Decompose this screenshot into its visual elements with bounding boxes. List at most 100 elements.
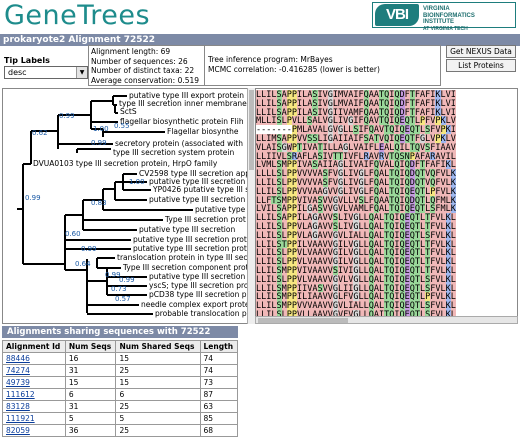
num-seqs-cell: 16 [64,352,117,365]
tree-leaf-label[interactable]: type III secretion inner membrane p [119,99,254,108]
alignment-row: LLILSAPPILASIVGIIVAMFQAATQIQDFTFAFIKLVI [256,107,456,118]
length-cell: 74 [199,364,239,377]
alignment-row: LLILSLPPVLAGAVVGVLIALLQALTQIQEQTLSFVLKL [256,230,456,241]
alignment-link[interactable]: 111921 [6,414,35,423]
num-seqs-cell: 31 [64,400,117,413]
alignment-horizontal-scrollbar[interactable] [255,316,518,324]
table-row: 49739 15 15 73 [2,376,239,389]
num-shared-cell: 25 [115,424,201,437]
alignment-row: LLILSAPPILASIVGIMVAIFQAATQIQDFTFAFIKLVI [256,90,456,100]
vbi-logo-mark: VBI [375,4,419,26]
table-row: 83128 31 25 63 [2,400,239,413]
app-logo[interactable]: GeneTrees [4,0,151,31]
length-cell: 68 [199,424,239,437]
tree-branch-support-label: 0.99 [81,245,97,253]
tree-leaf-label[interactable]: putative type III secretion prot [133,235,247,244]
list-proteins-button[interactable]: List Proteins [446,59,516,72]
table-row: 111612 6 6 87 [2,388,239,401]
tree-branch-support-label: 0.99 [119,276,135,284]
col-num-seqs[interactable]: Num Seqs [64,340,117,353]
tree-branch-support-label: 0.83 [91,199,107,207]
alignment-row: LLILSLPPVLVAAVVGVLVGLLQALTQIQEQTLSFVLKL [256,274,456,285]
tree-branch-support-label: 1.00 [93,125,109,133]
col-num-shared-seqs[interactable]: Num Shared Seqs [115,340,201,353]
vbi-logo-text: VIRGINIA BIOINFORMATICS INSTITUTE AT VIR… [423,6,475,32]
tree-panel[interactable]: putative type III export protein type III… [2,88,255,324]
tree-leaf-label[interactable]: YP0426 putative type III se [153,185,254,194]
alignment-row: MLLISLPVLLSALVGLIVGIFQAVTQIQEQTLPFVPKLV [256,116,456,127]
get-nexus-button[interactable]: Get NEXUS Data [446,45,516,58]
num-seqs-cell: 15 [64,376,117,389]
num-shared-cell: 15 [115,376,201,389]
tree-leaf-label[interactable]: putative type III secre [195,205,254,214]
alignment-link[interactable]: 88446 [6,354,30,363]
num-shared-cell: 5 [115,412,201,425]
alignment-link[interactable]: 82059 [6,426,30,435]
alignment-row: LVMLSMPPIVASAIIAGLIVAIFQVALQIQDFTFAFIKL [256,160,456,171]
tree-leaf-label[interactable]: DVUA0103 type III secretion protein, Hrp… [33,159,218,168]
num-shared-cell: 25 [115,364,201,377]
tree-leaf-label[interactable]: needle complex export protein [141,300,255,309]
alignment-row: LLILSMPPVVVAAVVGVLIALLQALTQIQEQTLSFVLKL [256,301,456,312]
alignment-row: LLILSLPPVLVAAVVGILVGLLQALTQIQEQTLTFVLKL [256,257,456,268]
length-cell: 85 [199,412,239,425]
num-shared-cell: 6 [115,388,201,401]
alignment-link[interactable]: 74274 [6,366,30,375]
col-length[interactable]: Length [199,340,239,353]
tree-leaf-label[interactable]: pCD38 type III secretion prot [149,290,255,299]
alignment-row: LLILSLPPVLAGAVVSLIVGLLQALTQIQEQTLTFVLKL [256,222,456,232]
tree-leaf-label[interactable]: Type III secretion component prot [123,263,249,272]
alignment-row: LLILSLPPVVVVASFVGLIVGLFQALTQIQDQTVQFVLK [256,178,456,188]
tree-leaf-label[interactable]: putative type III export protein [129,91,245,100]
table-row: 74274 31 25 74 [2,364,239,377]
chevron-down-icon[interactable]: ▼ [76,67,87,78]
tree-leaf-label[interactable]: Flagellar biosynthe [167,127,239,136]
tree-vertical-scrollbar[interactable] [247,88,255,324]
shared-alignments-title: Alignments sharing sequences with 72522 [2,326,238,338]
tree-branch-support-label: 0.99 [25,194,41,202]
tree-leaf-label[interactable]: type III secretion system protein [113,148,235,157]
tree-leaf-label[interactable]: CV2598 type III secretion app [139,169,251,178]
alignment-link[interactable]: 83128 [6,402,30,411]
tip-labels-control: Tip Labels desc ▼ [4,56,88,79]
tree-leaf-label[interactable]: putative type III secretion [149,195,246,204]
tree-leaf-label[interactable]: putative type III secretion [149,177,246,186]
tree-branch-support-label: 0.57 [115,295,131,303]
tree-branch-support-label: 0.60 [65,230,81,238]
alignment-row: LLILSLPPVLLAAVVGVFVGLLQAITQIQEQTLSFVLKL [256,310,456,320]
length-cell: 74 [199,352,239,365]
tree-leaf-label[interactable]: probable translocation prot [155,309,255,318]
distinct-taxa: Number of distinct taxa: 22 [91,66,195,76]
alignment-link[interactable]: 49739 [6,378,30,387]
alignment-row: LLILSLPPVLVAAVVGILVGLLQALTQIQEQTLTFVLKL [256,248,456,259]
alignment-row: LLILSAPPILAGAVVSLIVGLLQALTQIQEQTLTFVLKL [256,213,456,224]
tree-leaf-label[interactable]: translocation protein in type III sec [117,253,248,262]
vbi-logo[interactable]: VBI VIRGINIA BIOINFORMATICS INSTITUTE AT… [372,2,516,32]
tree-branch-support-label: 0.55 [114,122,130,130]
tree-branch-support-label: 0.99 [91,139,107,147]
alignment-panel[interactable]: LLILSAPPILASIVGIMVAIFQAATQIQDFTFAFIKLVI L… [255,88,518,324]
tip-labels-select[interactable]: desc ▼ [4,66,88,79]
alignment-row: LLILSMPPILIAAVVGLFVGLLQALTQIQEQTLPFVLKL [256,292,456,303]
tree-leaf-label[interactable]: putative type III secretion [149,272,246,281]
num-seqs-cell: 5 [64,412,117,425]
tree-branch-support-label: 0.62 [32,129,48,137]
tree-leaf-label[interactable]: yscS; type III secretion prot [149,281,252,290]
tree-leaf-label[interactable]: putative type III secretion prot [133,244,247,253]
col-alignment-id[interactable]: Alignment Id [2,340,66,353]
tree-leaf-label[interactable]: SctS [120,107,137,116]
tree-leaf-label[interactable]: secretory protein (associated with [115,139,243,148]
mcmc-correlation: MCMC correlation: -0.416285 (lower is be… [208,64,380,74]
tree-branch-support-label: 0.73 [111,285,127,293]
tree-branch-support-label: 1.00 [129,178,145,186]
num-sequences: Number of sequences: 26 [91,56,188,66]
num-seqs-cell: 31 [64,364,117,377]
alignment-link[interactable]: 111612 [6,390,35,399]
tree-leaf-label[interactable]: putative type III secretion [139,225,236,234]
tree-leaf-label[interactable]: Type III secretion prot [165,215,246,224]
num-seqs-cell: 36 [64,424,117,437]
alignment-row: LLILSMPPVIVAAVVSIVIGLLQALTQIQEQTLTFVLKL [256,266,456,276]
tree-leaf-label[interactable]: flagellar biosynthetic protein Flih [120,117,244,126]
alignment-row: LLILSLPPVVVAAGVVGLIVGLFQALTQIQEQTLPFVLK [256,186,456,197]
tip-labels-label: Tip Labels [4,56,50,65]
